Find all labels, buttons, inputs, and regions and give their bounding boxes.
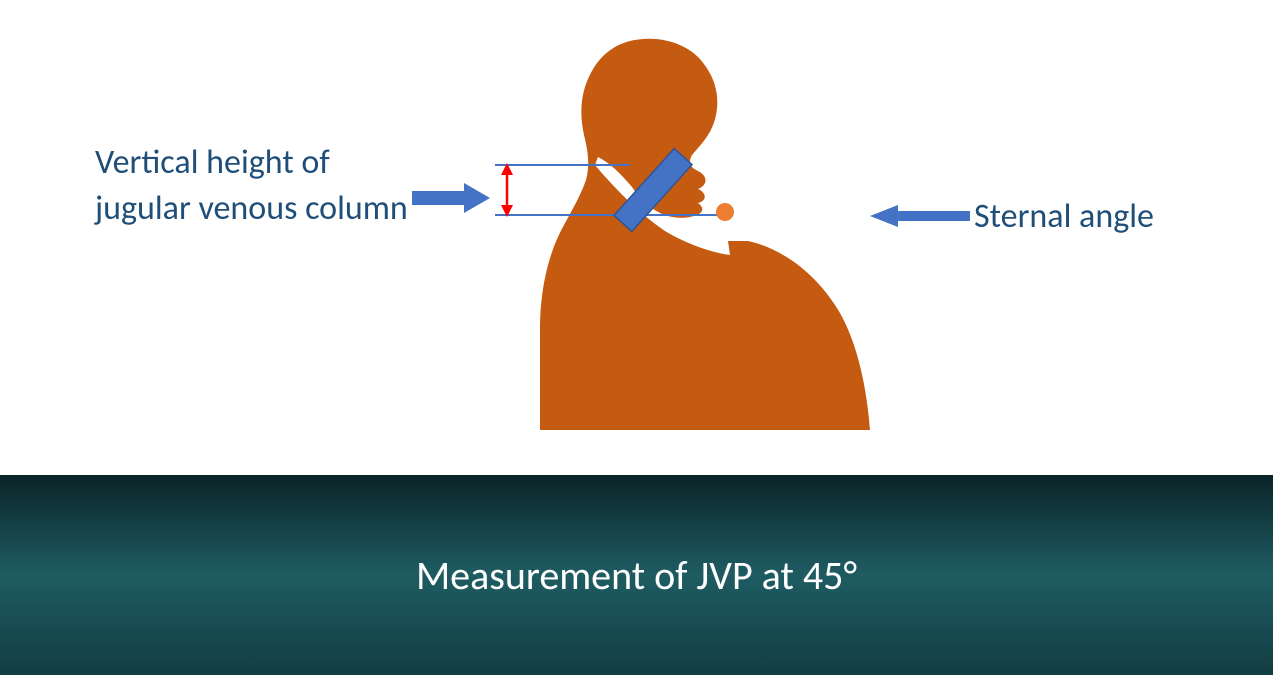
label-vertical-height: Vertical height of jugular venous column [95,140,415,232]
diagram-area: Vertical height of jugular venous column… [0,0,1273,475]
sternal-angle-dot [716,203,734,221]
footer-title: Measurement of JVP at 45° [416,551,857,600]
height-arrow-icon [501,163,513,217]
footer-bar: Measurement of JVP at 45° [0,475,1273,675]
silhouette-figure [440,35,940,475]
label-sternal-angle: Sternal angle [974,196,1154,237]
